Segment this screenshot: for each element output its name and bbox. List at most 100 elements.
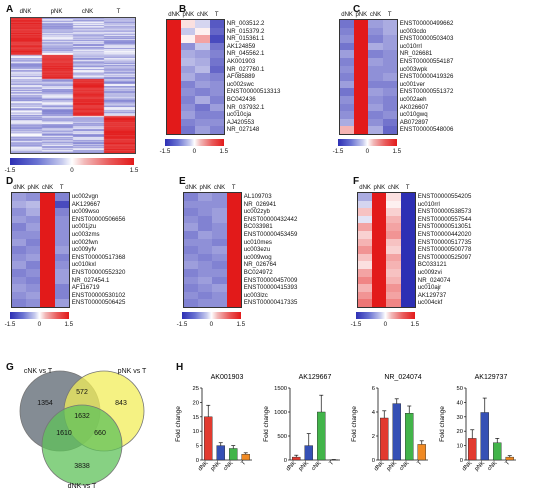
gene-label: NR_027454.1 (71, 276, 110, 284)
heatmap-cell (358, 231, 373, 239)
gene-label: uc009wog (243, 253, 272, 261)
gene-label: ENST00000506425 (71, 299, 126, 307)
heatmap-cell (372, 223, 387, 232)
heatmap-cell (184, 284, 199, 293)
panel-f-gene-list: ENST00000554205 uc010rrl ENST00000538573 EN… (418, 193, 472, 307)
column-header: pNK (182, 12, 195, 18)
heatmap-cell (54, 261, 70, 270)
y-tick-label: 30 (457, 415, 463, 421)
gene-label: ENST00000513313 (226, 88, 281, 96)
heatmap-cell (372, 291, 387, 300)
heatmap-cell (372, 200, 387, 209)
heatmap-cell (400, 253, 416, 262)
venn-region-count: 660 (94, 430, 106, 437)
panel-d-gene-list: uc002vgn AK129667 uc009wso ENST00000506656 u… (72, 193, 126, 307)
gene-label: uc010rrl (399, 42, 422, 50)
gene-label: BC033121 (417, 261, 447, 269)
heatmap-cell (40, 261, 55, 270)
heatmap-cell (184, 246, 199, 255)
venn-set-label: cNK vs T (24, 368, 53, 375)
gene-label: uc003cdo (399, 27, 427, 35)
heatmap-cell (400, 223, 416, 232)
heatmap-cell (167, 27, 182, 36)
heatmap-cell (386, 208, 401, 217)
heatmap-cell (212, 215, 227, 224)
heatmap-cell (368, 58, 383, 66)
colorbar-tick-label: 1.5 (219, 148, 229, 155)
heatmap-cell (209, 35, 225, 44)
heatmap-cell (382, 20, 398, 28)
heatmap-cell (12, 215, 27, 224)
heatmap-cell (358, 291, 373, 300)
heatmap-cell (226, 200, 242, 209)
heatmap-cell (198, 269, 213, 277)
heatmap-cell (400, 215, 416, 224)
heatmap-cell (354, 42, 369, 51)
heatmap-cell (358, 299, 373, 308)
heatmap-cell (198, 276, 213, 285)
heatmap-cell (181, 126, 196, 135)
bar-chart-ylabel: Fold change (263, 406, 270, 442)
gene-label: uc003wpk (399, 65, 428, 73)
heatmap-cell (184, 291, 199, 300)
x-tick-label: dNK (461, 460, 473, 472)
gene-label: AK129737 (417, 291, 447, 299)
heatmap-cell (167, 73, 182, 82)
heatmap-cell (54, 269, 70, 277)
venn-region-count: 572 (76, 389, 88, 396)
gene-label: uc010gwq (399, 111, 428, 119)
heatmap-cell (184, 193, 199, 201)
gene-label: NR_027148 (226, 126, 260, 134)
heatmap-cell (40, 215, 55, 224)
heatmap-cell (167, 103, 182, 112)
heatmap-cell (184, 215, 199, 224)
heatmap-cell (184, 223, 199, 232)
heatmap-cell (382, 126, 398, 135)
gene-label: uc009yfv (71, 246, 97, 254)
heatmap-cell (181, 73, 196, 82)
heatmap-cell (181, 27, 196, 36)
column-header: pNK (50, 9, 63, 15)
gene-label: uc009wso (71, 208, 100, 216)
heatmap-cell (209, 111, 225, 120)
heatmap-cell (181, 80, 196, 89)
heatmap-cell (226, 193, 242, 201)
gene-label: NR_003512.2 (226, 20, 265, 27)
venn-region-count: 1354 (37, 400, 53, 407)
colorbar-gradient (165, 139, 224, 146)
heatmap-cell (212, 276, 227, 285)
heatmap-cell (12, 193, 27, 201)
heatmap-cell (358, 253, 373, 262)
heatmap-cell (40, 193, 55, 201)
heatmap-cell (382, 73, 398, 82)
heatmap-cell (358, 246, 373, 255)
heatmap-cell (358, 261, 373, 270)
y-tick-label: 1500 (274, 386, 287, 392)
heatmap-cell (382, 42, 398, 51)
column-header: pNK (355, 12, 368, 18)
heatmap-cell (382, 35, 398, 44)
heatmap-cell (372, 208, 387, 217)
heatmap-cell (54, 208, 70, 217)
heatmap-cell (226, 223, 242, 232)
heatmap-cell (386, 246, 401, 255)
heatmap-cell (372, 215, 387, 224)
heatmap-cell (198, 193, 213, 201)
gene-label: NR_045562.1 (226, 50, 265, 58)
bar-chart-title: AK001903 (211, 374, 244, 381)
colorbar-tick-label: 1.5 (129, 167, 139, 174)
colorbar-gradient (356, 312, 415, 319)
gene-label: ENST00000551372 (399, 88, 454, 96)
heatmap-cell (209, 96, 225, 104)
heatmap-cell (386, 223, 401, 232)
gene-label: AB072897 (399, 118, 429, 126)
heatmap-cell (226, 231, 242, 239)
gene-label: AF085889 (226, 73, 255, 81)
gene-label: uc002aeh (399, 95, 427, 103)
y-tick-label: 40 (457, 400, 463, 406)
bar-chart-title: AK129737 (475, 374, 508, 381)
heatmap-cell (212, 223, 227, 232)
gene-label: ENST00000500778 (417, 246, 472, 254)
heatmap-cell (372, 231, 387, 239)
colorbar-tick-label: 1.5 (392, 148, 402, 155)
